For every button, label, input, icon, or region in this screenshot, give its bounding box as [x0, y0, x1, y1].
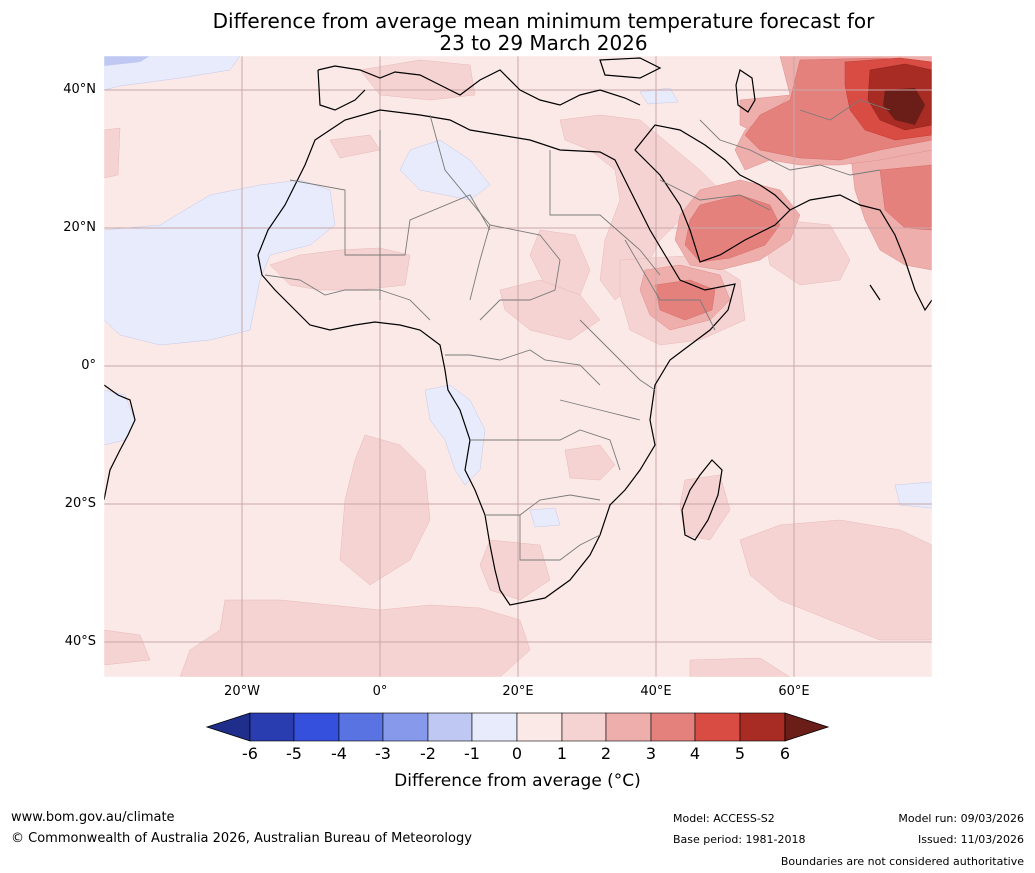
colorbar-tick: 1: [556, 744, 568, 763]
lon-label-20e: 20°E: [502, 684, 534, 699]
footer-model: Model: ACCESS-S2: [673, 812, 775, 825]
map-title-line1: Difference from average mean minimum tem…: [212, 9, 875, 33]
lon-label-60e: 60°E: [778, 684, 810, 699]
lat-label-40n: 40°N: [63, 82, 96, 97]
lat-label-20s: 20°S: [64, 496, 96, 511]
colorbar-tick: 2: [600, 744, 612, 763]
colorbar-min-arrow: [205, 712, 251, 742]
colorbar-bin-5-6: [739, 712, 786, 742]
colorbar-bin-3-4: [650, 712, 696, 742]
footer-issued: Issued: 11/03/2026: [917, 833, 1024, 846]
lat-label-20n: 20°N: [63, 220, 96, 235]
colorbar-tick: -5: [286, 744, 302, 763]
country-borders: [264, 99, 891, 561]
colorbar-bin-minus1-0: [471, 712, 518, 742]
africa-coastline: [257, 109, 736, 606]
south-america-coastline: [104, 384, 136, 501]
map-plot-area: [104, 56, 932, 677]
footer-copyright: © Commonwealth of Australia 2026, Austra…: [11, 831, 472, 846]
colorbar-tick: -4: [331, 744, 347, 763]
colorbar-bin-minus5-minus4: [293, 712, 340, 742]
map-title: Difference from average mean minimum tem…: [0, 10, 1035, 54]
warm-anomaly-regions-6-plus: [883, 88, 925, 125]
colorbar-tick: -1: [464, 744, 480, 763]
colorbar-tick: 6: [779, 744, 791, 763]
colorbar-tick: -6: [242, 744, 258, 763]
lat-label-40s: 40°S: [64, 634, 96, 649]
lon-label-40e: 40°E: [640, 684, 672, 699]
colorbar-tick: 0: [511, 744, 523, 763]
colorbar-bin-1-2: [561, 712, 607, 742]
lon-label-20w: 20°W: [224, 684, 260, 699]
colorbar-tick: -3: [375, 744, 391, 763]
colorbar: [205, 712, 830, 742]
colorbar-max-arrow: [784, 712, 830, 742]
map-title-line2: 23 to 29 March 2026: [439, 31, 648, 55]
footer-disclaimer: Boundaries are not considered authoritat…: [780, 855, 1024, 868]
colorbar-bin-4-5: [694, 712, 741, 742]
lat-label-equator: 0°: [81, 358, 96, 373]
coastlines: [104, 57, 932, 606]
asia-coastline: [789, 194, 932, 312]
black-sea-coastline: [599, 57, 662, 79]
warm-anomaly-regions-1-2: [104, 59, 932, 677]
cool-anomaly-corner: [104, 56, 150, 66]
colorbar-label: Difference from average (°C): [394, 771, 641, 791]
colorbar-bin-0-1: [516, 712, 563, 742]
europe-coastline: [317, 65, 641, 111]
footer-model-run: Model run: 09/03/2026: [898, 812, 1024, 825]
footer-website: www.bom.gov.au/climate: [11, 810, 175, 825]
colorbar-bin-minus6-minus5: [249, 712, 295, 742]
madagascar-coastline: [681, 459, 723, 541]
colorbar-bin-2-3: [605, 712, 652, 742]
colorbar-tick: 4: [689, 744, 701, 763]
caspian-sea-coastline: [735, 69, 756, 113]
colorbar-tick: 3: [645, 744, 657, 763]
colorbar-bin-minus2-minus1: [427, 712, 473, 742]
colorbar-tick: -2: [420, 744, 436, 763]
colorbar-bin-minus3-minus2: [382, 712, 429, 742]
footer-base-period: Base period: 1981-2018: [673, 833, 806, 846]
map-frame: [103, 55, 933, 678]
colorbar-tick: 5: [734, 744, 746, 763]
colorbar-bin-minus4-minus3: [338, 712, 384, 742]
lon-label-0e: 0°: [372, 684, 388, 699]
